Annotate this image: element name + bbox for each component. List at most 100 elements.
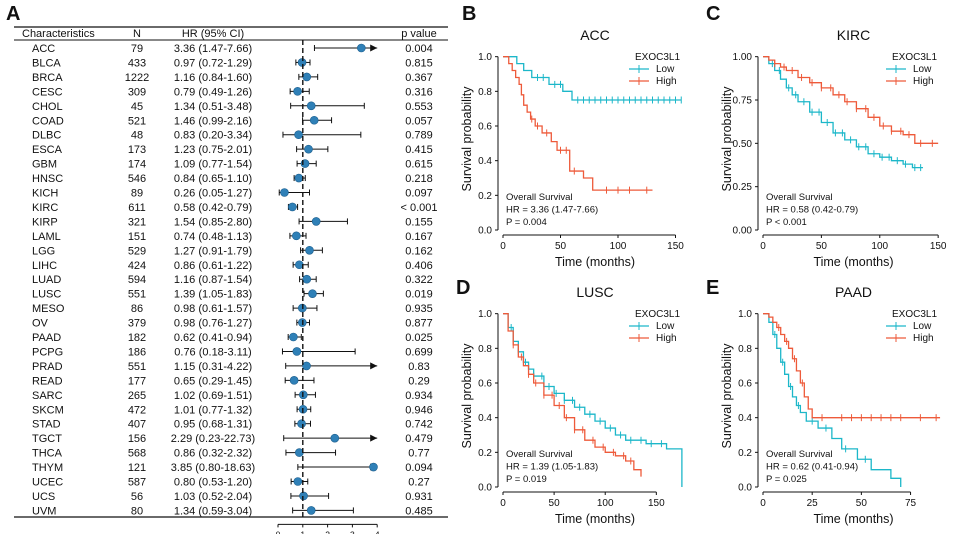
row-n: 321 [128, 216, 146, 228]
row-name: LUSC [32, 289, 61, 301]
x-tick-label: 100 [871, 241, 888, 252]
x-tick-label: 50 [816, 241, 828, 252]
stat-line: P = 0.004 [506, 217, 547, 228]
hr-point [293, 477, 303, 486]
row-name: BRCA [32, 72, 63, 84]
stat-line: P = 0.019 [506, 474, 547, 485]
row-n: 79 [131, 43, 143, 55]
row-n: 529 [128, 245, 146, 257]
hr-point [294, 130, 303, 139]
row-p-value: 0.162 [405, 245, 433, 257]
row-hr-ci: 1.27 (0.91-1.79) [174, 245, 252, 257]
legend-label-high: High [656, 333, 677, 344]
y-axis-label: Survival probability [460, 343, 474, 449]
y-tick-label: 0.4 [478, 156, 492, 167]
x-tick-label: 0 [760, 241, 766, 252]
row-hr-ci: 0.97 (0.72-1.29) [174, 57, 252, 69]
ci-arrow-head [370, 362, 378, 370]
hr-point [289, 376, 299, 385]
y-tick-label: 0.4 [478, 413, 492, 424]
row-name: KIRP [32, 216, 58, 228]
forest-plot-panel: A Characteristics N HR (95% CI) p value … [6, 3, 448, 534]
row-name: PCPG [32, 346, 63, 358]
hr-point [369, 462, 378, 472]
row-p-value: 0.485 [405, 505, 433, 517]
x-tick-label: 100 [597, 498, 614, 509]
row-name: BLCA [32, 57, 61, 69]
row-name: TGCT [32, 433, 62, 445]
y-tick-label: 0.6 [478, 122, 492, 133]
row-name: DLBC [32, 130, 61, 142]
stat-line: P < 0.001 [766, 217, 807, 228]
km-panel-paad: E PAAD 0.0 0.2 0.4 0.6 0.8 1.0 0 25 50 75 Time (mon… [706, 277, 941, 526]
row-n: 80 [131, 505, 143, 517]
y-axis-label: Survival probability [460, 86, 474, 192]
row-p-value: 0.316 [405, 86, 433, 98]
y-tick-label: 0.0 [478, 226, 492, 237]
hr-point [304, 144, 313, 154]
y-tick-label: 0.2 [478, 191, 492, 202]
hr-point [289, 332, 298, 342]
row-n: 173 [128, 144, 146, 156]
row-n: 551 [128, 289, 146, 301]
legend-title: EXOC3L1 [635, 52, 680, 63]
row-hr-ci: 0.84 (0.65-1.10) [174, 173, 252, 185]
legend-title: EXOC3L1 [892, 309, 937, 320]
row-p-value: 0.742 [405, 419, 433, 431]
stat-line: Overall Survival [766, 192, 833, 203]
hr-point [294, 173, 304, 183]
row-n: 1222 [125, 72, 149, 84]
legend-label-low: Low [913, 321, 932, 332]
row-n: 56 [131, 491, 143, 503]
hr-point [309, 115, 319, 125]
row-n: 156 [128, 433, 146, 445]
row-name: LAML [32, 231, 61, 243]
y-tick-label: 0.00 [733, 226, 753, 237]
x-tick-label: 150 [648, 498, 665, 509]
hr-point [292, 347, 302, 356]
km-curve-high [763, 313, 941, 419]
row-n: 587 [128, 477, 146, 489]
hr-point [330, 433, 340, 443]
panel-label-e: E [706, 277, 719, 299]
hr-point [305, 246, 314, 255]
legend-title: EXOC3L1 [892, 52, 937, 63]
hr-point [292, 231, 301, 241]
row-n: 177 [128, 375, 146, 387]
stat-line: HR = 0.62 (0.41-0.94) [766, 462, 858, 473]
hr-point [306, 101, 316, 111]
row-name: READ [32, 375, 63, 387]
row-hr-ci: 0.79 (0.49-1.26) [174, 86, 252, 98]
row-hr-ci: 0.98 (0.61-1.57) [174, 303, 252, 315]
y-tick-label: 0.6 [478, 379, 492, 390]
row-name: UVM [32, 505, 56, 517]
km-panel-kirc: C KIRC 0.00 0.25 0.50 0.75 1.00 0 50 100 150 Time … [706, 3, 947, 269]
y-tick-label: 0.6 [738, 379, 752, 390]
row-hr-ci: 1.46 (0.99-2.16) [174, 115, 252, 127]
forest-x-tick-label: 3 [350, 529, 355, 534]
row-name: SKCM [32, 404, 64, 416]
y-tick-label: 0.25 [733, 182, 753, 193]
row-name: THYM [32, 462, 63, 474]
row-p-value: 0.004 [405, 43, 433, 55]
header-hr: HR (95% CI) [182, 28, 244, 40]
y-axis-label: Survival probability [720, 343, 734, 449]
row-hr-ci: 3.85 (0.80-18.63) [171, 462, 255, 474]
y-tick-label: 0.8 [478, 344, 492, 355]
legend-label-low: Low [913, 64, 932, 75]
y-tick-label: 1.0 [478, 309, 492, 320]
row-p-value: 0.479 [405, 433, 433, 445]
x-tick-label: 0 [500, 241, 506, 252]
row-hr-ci: 0.76 (0.18-3.11) [174, 346, 251, 358]
row-n: 433 [128, 57, 146, 69]
y-tick-label: 0.4 [738, 413, 752, 424]
row-n: 121 [128, 462, 146, 474]
row-name: GBM [32, 159, 57, 171]
row-hr-ci: 1.34 (0.59-3.04) [174, 505, 252, 517]
row-p-value: 0.097 [405, 188, 433, 200]
row-name: KICH [32, 188, 58, 200]
plot-title: KIRC [837, 27, 870, 43]
y-tick-label: 0.8 [738, 344, 752, 355]
row-hr-ci: 0.58 (0.42-0.79) [174, 202, 252, 214]
